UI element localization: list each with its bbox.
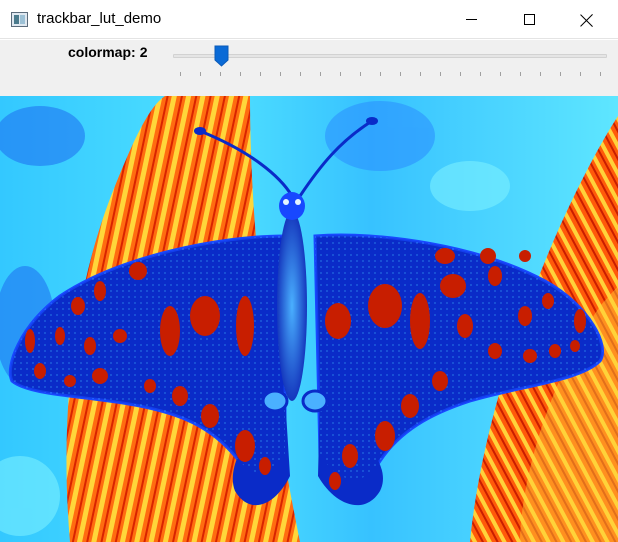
image-canvas — [0, 96, 618, 542]
minimize-button[interactable] — [448, 0, 494, 39]
slider-tick — [240, 72, 241, 76]
slider-tick — [200, 72, 201, 76]
slider-tick — [440, 72, 441, 76]
close-icon — [580, 13, 594, 27]
slider-tick — [220, 72, 221, 76]
slider-ticks — [173, 72, 607, 78]
slider-thumb[interactable] — [214, 45, 229, 67]
slider-tick — [320, 72, 321, 76]
trackbar-value: 2 — [139, 44, 148, 60]
maximize-button[interactable] — [506, 0, 552, 39]
slider-tick — [360, 72, 361, 76]
slider-tick — [460, 72, 461, 76]
minimize-icon — [465, 19, 477, 20]
slider-tick — [520, 72, 521, 76]
slider-tick — [480, 72, 481, 76]
butterfly-body — [277, 211, 307, 401]
slider-tick — [400, 72, 401, 76]
slider-tick — [180, 72, 181, 76]
slider-tick — [280, 72, 281, 76]
slider-tick — [540, 72, 541, 76]
slider-tick — [560, 72, 561, 76]
slider-tick — [600, 72, 601, 76]
slider-tick — [300, 72, 301, 76]
slider-tick — [380, 72, 381, 76]
slider-tick — [580, 72, 581, 76]
window-title: trackbar_lut_demo — [37, 10, 162, 27]
wing-spots — [25, 248, 586, 490]
trackbar-label: colormap: 2 — [68, 44, 147, 61]
trackbar-name: colormap: — [68, 44, 136, 60]
slider-tick — [500, 72, 501, 76]
trackbar-panel: colormap: 2 — [0, 40, 618, 96]
slider-tick — [420, 72, 421, 76]
maximize-icon — [523, 14, 535, 25]
slider-tick — [260, 72, 261, 76]
close-button[interactable] — [564, 0, 610, 39]
title-bar[interactable]: trackbar_lut_demo — [0, 0, 618, 39]
app-icon — [11, 12, 28, 27]
colormap-slider[interactable] — [173, 45, 607, 86]
butterfly-image — [0, 96, 618, 542]
slider-tick — [340, 72, 341, 76]
slider-track[interactable] — [173, 54, 607, 58]
